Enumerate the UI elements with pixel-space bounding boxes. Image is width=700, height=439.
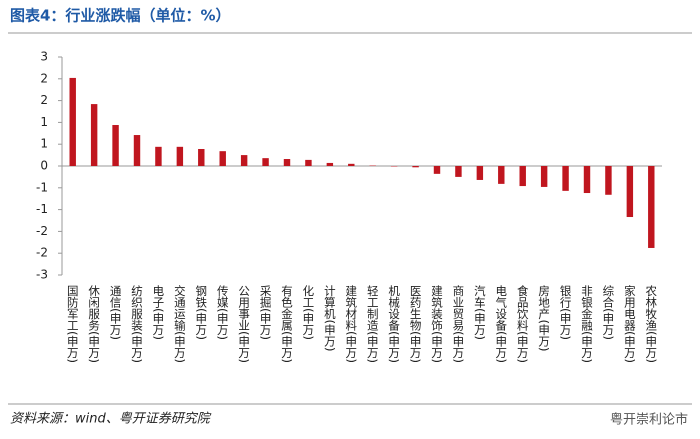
bar	[326, 162, 334, 166]
x-tick-label: 钢铁(申万)	[194, 285, 208, 340]
x-tick-label: 计算机(申万)	[323, 285, 337, 351]
bar	[455, 166, 462, 177]
bar	[519, 166, 526, 187]
y-tick-label: 2	[40, 93, 48, 107]
x-tick-label: 农林牧渔(申万)	[644, 284, 658, 363]
x-tick-label: 休闲服务(申万)	[87, 285, 101, 363]
bar	[133, 135, 141, 166]
x-tick-label: 电气设备(申万)	[494, 285, 508, 363]
x-tick-label: 纺织服装(申万)	[130, 284, 144, 363]
bar	[476, 166, 484, 180]
x-tick-label: 建筑材料(申万)	[344, 284, 358, 363]
chart-title: 图表4：行业涨跌幅（单位：%）	[10, 7, 230, 25]
x-tick-label: 房地产(申万)	[537, 285, 551, 351]
x-tick-label: 传媒(申万)	[216, 284, 230, 340]
bar	[648, 166, 655, 248]
bar	[69, 77, 76, 166]
x-tick-label: 家用电器(申万)	[623, 284, 637, 363]
bar	[240, 155, 248, 166]
x-tick-label: 汽车(申万)	[473, 284, 487, 340]
watermark: 粤开崇利论市	[610, 412, 688, 428]
y-tick-label: -3	[36, 268, 48, 282]
bar	[626, 166, 634, 218]
x-tick-label: 采掘(申万)	[259, 285, 273, 340]
y-tick-label: -1	[36, 180, 48, 194]
y-tick-label: 2	[40, 71, 48, 85]
y-tick-label: -1	[36, 202, 48, 216]
x-tick-label: 建筑装饰(申万)	[430, 284, 444, 363]
bar	[112, 125, 119, 166]
y-tick-label: 0	[40, 159, 48, 173]
bar	[90, 104, 98, 166]
y-tick-label: 1	[40, 137, 48, 151]
bar	[219, 151, 226, 166]
bar	[305, 159, 312, 166]
y-tick-label: -2	[36, 246, 48, 260]
bar	[498, 166, 505, 184]
x-tick-label: 国防军工(申万)	[66, 285, 80, 363]
y-tick-label: -2	[36, 224, 48, 238]
y-tick-label: 1	[40, 115, 48, 129]
x-tick-label: 银行(申万)	[559, 284, 573, 340]
x-tick-label: 交通运输(申万)	[173, 284, 187, 363]
bar	[348, 163, 355, 166]
x-tick-label: 公用事业(申万)	[237, 285, 251, 363]
source-note: 资料来源：wind、粤开证券研究院	[10, 411, 212, 427]
bar	[176, 146, 184, 166]
x-tick-label: 非银金融(申万)	[580, 285, 594, 363]
y-tick-label: 3	[40, 50, 48, 64]
x-tick-label: 电子(申万)	[151, 285, 165, 340]
x-tick-label: 医药生物(申万)	[409, 285, 423, 363]
x-tick-label: 机械设备(申万)	[387, 284, 401, 363]
x-tick-label: 轻工制造(申万)	[366, 284, 380, 363]
bar	[605, 166, 612, 195]
x-tick-label: 化工(申万)	[301, 284, 315, 340]
bar	[540, 166, 548, 187]
x-tick-label: 有色金属(申万)	[280, 284, 294, 363]
bar	[283, 159, 291, 166]
x-tick-label: 商业贸易(申万)	[451, 284, 465, 363]
x-tick-label: 综合(申万)	[601, 284, 615, 340]
bar	[155, 146, 162, 166]
bar	[262, 158, 269, 166]
bar	[198, 148, 205, 166]
bar	[433, 166, 441, 174]
x-tick-label: 通信(申万)	[109, 285, 123, 340]
bar	[562, 166, 569, 191]
x-tick-label: 食品饮料(申万)	[516, 284, 530, 363]
bar	[583, 166, 591, 194]
bar	[412, 166, 419, 168]
